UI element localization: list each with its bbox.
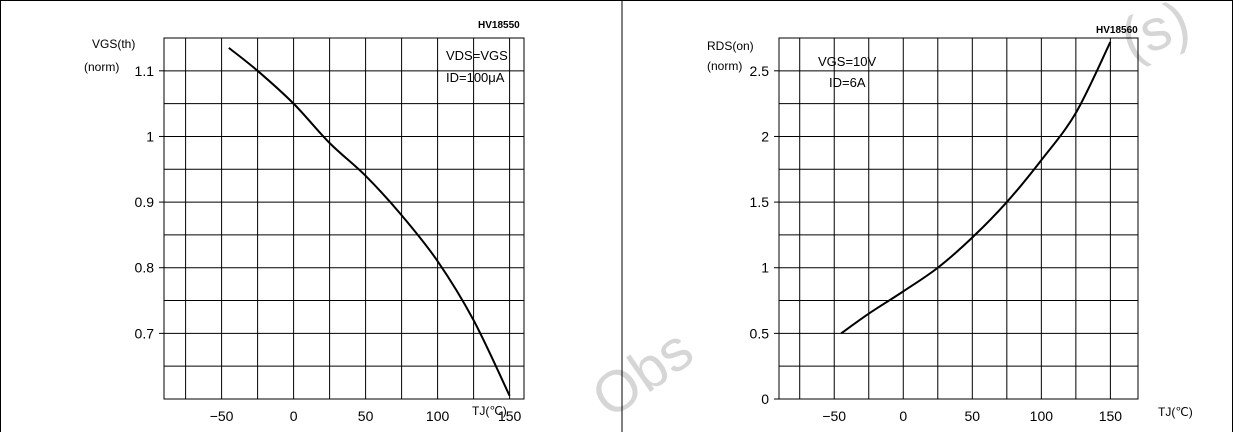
x-tick-labels: −50 0 50 100 150 bbox=[210, 408, 522, 424]
condition-line-2: ID=100μA bbox=[446, 70, 505, 85]
x-tick-label: −50 bbox=[822, 408, 846, 424]
y-tick-label: 0.8 bbox=[135, 260, 155, 276]
watermark-text-2: Obs bbox=[580, 316, 704, 430]
condition-line-2: ID=6A bbox=[829, 75, 866, 90]
x-tick-label: 50 bbox=[965, 408, 981, 424]
chart-series bbox=[840, 41, 1112, 335]
rds-on-chart: 0 0.5 1 1.5 2 2.5 −50 0 50 100 150 HV18560 RDS(on… bbox=[707, 25, 1193, 424]
series-line bbox=[228, 47, 511, 397]
y-tick-label: 2.5 bbox=[750, 63, 770, 79]
y-tick-label: 1 bbox=[761, 260, 769, 276]
x-tick-label: −50 bbox=[210, 408, 234, 424]
x-tick-label: 0 bbox=[290, 408, 298, 424]
y-tick-labels: 0.7 0.8 0.9 1 1.1 bbox=[135, 63, 155, 342]
y-axis-label: RDS(on) bbox=[707, 39, 754, 53]
x-axis-label: TJ(℃) bbox=[472, 404, 507, 418]
y-tick-label: 1.5 bbox=[750, 194, 770, 210]
x-tick-label: 150 bbox=[1099, 408, 1123, 424]
figure-code: HV18560 bbox=[1096, 25, 1138, 36]
plot-frame bbox=[778, 37, 1139, 400]
y-axis-unit: (norm) bbox=[707, 59, 742, 73]
series-line bbox=[840, 41, 1112, 335]
y-tick-label: 0.7 bbox=[135, 325, 155, 341]
y-tick-label: 1 bbox=[146, 128, 154, 144]
watermark-text-1: (s) bbox=[1112, 0, 1198, 72]
chart-grid bbox=[774, 37, 1139, 400]
y-tick-label: 2 bbox=[761, 128, 769, 144]
plot-frame bbox=[163, 37, 525, 400]
x-tick-label: 150 bbox=[498, 408, 522, 424]
y-tick-labels: 0 0.5 1 1.5 2 2.5 bbox=[750, 63, 770, 407]
condition-line-1: VDS=VGS bbox=[446, 48, 508, 63]
y-tick-label: 1.1 bbox=[135, 63, 155, 79]
y-tick-label: 0.9 bbox=[135, 194, 155, 210]
chart-series bbox=[228, 47, 511, 397]
x-tick-label: 100 bbox=[1030, 408, 1054, 424]
x-tick-label: 0 bbox=[899, 408, 907, 424]
x-tick-labels: −50 0 50 100 150 bbox=[822, 408, 1122, 424]
x-tick-label: 50 bbox=[358, 408, 374, 424]
y-tick-label: 0.5 bbox=[750, 325, 770, 341]
figure-code: HV18550 bbox=[478, 20, 520, 31]
y-tick-label: 0 bbox=[761, 391, 769, 407]
vgs-th-chart: 0.7 0.8 0.9 1 1.1 −50 0 50 100 150 HV18550 VGS(t… bbox=[84, 20, 525, 424]
y-axis-label: VGS(th) bbox=[92, 37, 135, 51]
x-tick-label: 100 bbox=[426, 408, 450, 424]
chart-grid bbox=[159, 37, 525, 400]
x-axis-label: TJ(℃) bbox=[1158, 405, 1193, 419]
condition-line-1: VGS=10V bbox=[818, 54, 877, 69]
y-axis-unit: (norm) bbox=[84, 60, 119, 74]
